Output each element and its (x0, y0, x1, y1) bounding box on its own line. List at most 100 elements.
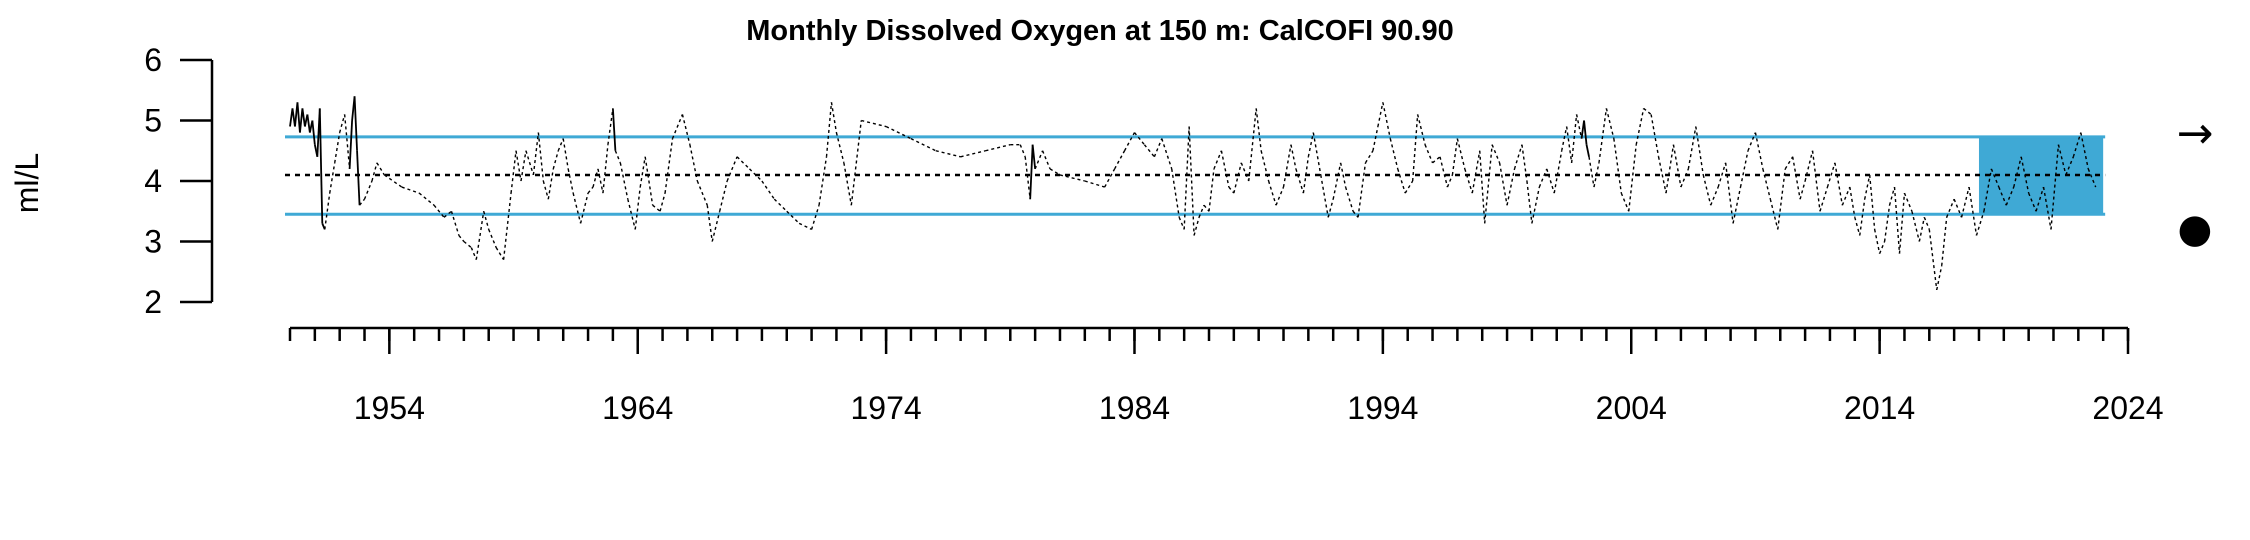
series-segment (861, 119, 887, 128)
series-segment (1983, 168, 1993, 212)
series-segment (644, 156, 654, 206)
series-segment (761, 180, 775, 200)
series-segment (1657, 156, 1667, 194)
series-segment (696, 180, 708, 206)
series-segment (749, 168, 763, 182)
x-tick-label: 1954 (354, 390, 425, 426)
series-segment (311, 120, 316, 145)
series-segment (1893, 186, 1901, 254)
series-segment (2080, 132, 2089, 170)
series-segment (1968, 186, 1978, 236)
series-segment (1203, 204, 1210, 212)
series-segment (2072, 132, 2082, 158)
series-segment (450, 211, 460, 236)
series-segment (1104, 168, 1116, 188)
series-segment (1282, 144, 1292, 188)
series-segment (495, 247, 505, 261)
series-segment (1762, 168, 1772, 200)
series-segment (1133, 132, 1145, 146)
series-segment (1439, 156, 1449, 188)
series-segment (1382, 102, 1392, 139)
series-segment (1911, 211, 1921, 242)
series-segment (306, 114, 311, 133)
series-segment (1570, 114, 1578, 163)
series-segment (1605, 108, 1615, 139)
y-tick-label: 4 (144, 163, 162, 199)
series-segment (835, 132, 845, 164)
series-segment (1868, 174, 1876, 230)
y-tick-label: 3 (144, 224, 162, 260)
series-segment (1024, 156, 1031, 200)
series-segment (1019, 144, 1026, 158)
series-segment (525, 150, 535, 176)
series-segment (532, 132, 540, 176)
series-segment (1208, 168, 1215, 212)
series-segment (1710, 186, 1719, 206)
series-segment (1123, 132, 1136, 152)
series-segment (334, 132, 341, 163)
series-segment (1240, 162, 1250, 182)
series-segment (1153, 138, 1163, 158)
series-segment (1183, 126, 1190, 230)
series-segment (1864, 174, 1871, 200)
series-segment (736, 156, 750, 170)
series-segment (562, 138, 569, 170)
series-segment (1372, 126, 1379, 151)
series-segment (1352, 210, 1359, 218)
series-segment (689, 144, 699, 182)
series-segment (552, 150, 559, 170)
series-segment (671, 114, 684, 139)
series-segment (1513, 144, 1523, 170)
series-segment (773, 198, 788, 212)
series-segment (1898, 193, 1906, 254)
series-segment (1849, 186, 1856, 218)
series-segment (401, 186, 420, 194)
series-segment (1034, 150, 1044, 170)
series-segment (1364, 150, 1374, 164)
series-segment (1960, 186, 1970, 218)
series-segment (1464, 168, 1473, 194)
series-segment (324, 193, 331, 230)
series-segment (843, 162, 853, 206)
series-segment (1565, 126, 1573, 163)
series-segment (1260, 150, 1270, 182)
series-segment (726, 156, 738, 182)
series-segment (786, 210, 800, 224)
series-segment (1307, 132, 1315, 157)
series-segment (619, 162, 629, 200)
series-segment (1339, 162, 1347, 188)
series-segment (1777, 168, 1786, 230)
series-segment (1717, 162, 1727, 188)
series-segment (1799, 180, 1806, 200)
series-segment (1732, 186, 1742, 224)
series-segment (371, 162, 378, 182)
series-segment (1680, 168, 1690, 188)
series-segment (711, 211, 721, 242)
series-segment (2042, 186, 2052, 230)
series-segment (634, 186, 641, 230)
series-segment (611, 108, 617, 151)
series-segment (1754, 132, 1764, 170)
series-segment (1471, 150, 1481, 194)
series-segment (537, 132, 545, 182)
x-tick-label: 1994 (1347, 390, 1418, 426)
series-segment (502, 193, 512, 260)
series-segment (1739, 150, 1749, 188)
series-segment (1479, 150, 1486, 224)
y-tick-label: 6 (144, 42, 162, 78)
series-segment (985, 144, 1011, 152)
series-segment (1538, 168, 1548, 188)
series-segment (597, 168, 604, 194)
series-segment (1784, 156, 1794, 170)
series-segment (1672, 144, 1682, 188)
series-segment (1575, 114, 1583, 139)
series-segment (348, 120, 353, 169)
series-segment (520, 150, 527, 182)
series-segment (810, 204, 820, 230)
series-segment (1695, 126, 1704, 176)
series-segment (1049, 168, 1061, 176)
series-segment (1059, 174, 1085, 182)
series-segment (1628, 144, 1637, 212)
x-tick-label: 1974 (851, 390, 922, 426)
